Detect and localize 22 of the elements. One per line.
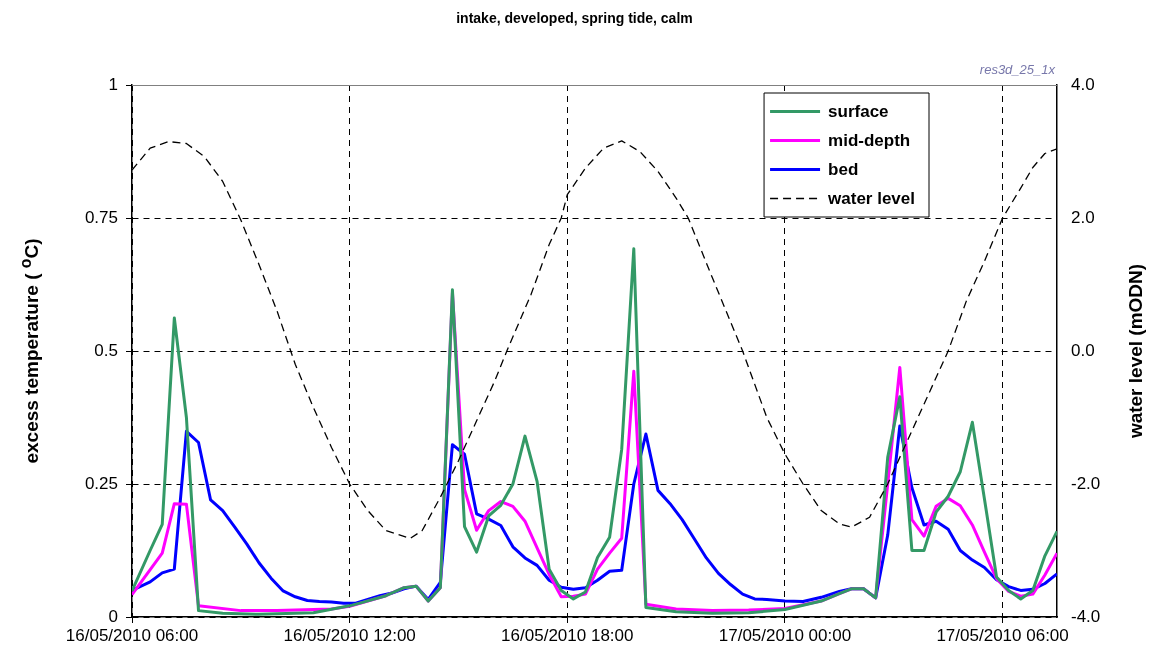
text: res3d_25_1x: [979, 62, 1055, 77]
y-tick-label: 0.75: [84, 207, 118, 227]
chart-title: intake, developed, spring tide, calm: [455, 10, 694, 26]
legend-label: mid-depth: [828, 131, 911, 151]
legend-label: surface: [828, 102, 889, 122]
x-tick-label: 16/05/2010 12:00: [283, 625, 416, 645]
y2-tick-label: 4.0: [1071, 74, 1095, 94]
y2-tick-label: 0.0: [1071, 340, 1095, 360]
y2-tick-label: -2.0: [1071, 473, 1101, 493]
y-tick-label: 0: [108, 606, 118, 626]
y-tick-label: 1: [108, 74, 118, 94]
y-tick-label: 0.25: [84, 473, 118, 493]
x-tick-label: 17/05/2010 00:00: [718, 625, 852, 645]
y2-tick-label: -4.0: [1071, 606, 1101, 626]
legend-label: water level: [827, 189, 916, 209]
y-tick-label: 0.5: [94, 340, 118, 360]
y2-axis-title: water level (mODN): [1125, 263, 1147, 439]
y2-tick-label: 2.0: [1071, 207, 1095, 227]
x-tick-label: 16/05/2010 06:00: [65, 625, 199, 645]
x-tick-label: 16/05/2010 18:00: [501, 625, 634, 645]
x-tick-label: 17/05/2010 06:00: [936, 625, 1069, 645]
legend-label: bed: [828, 160, 859, 180]
